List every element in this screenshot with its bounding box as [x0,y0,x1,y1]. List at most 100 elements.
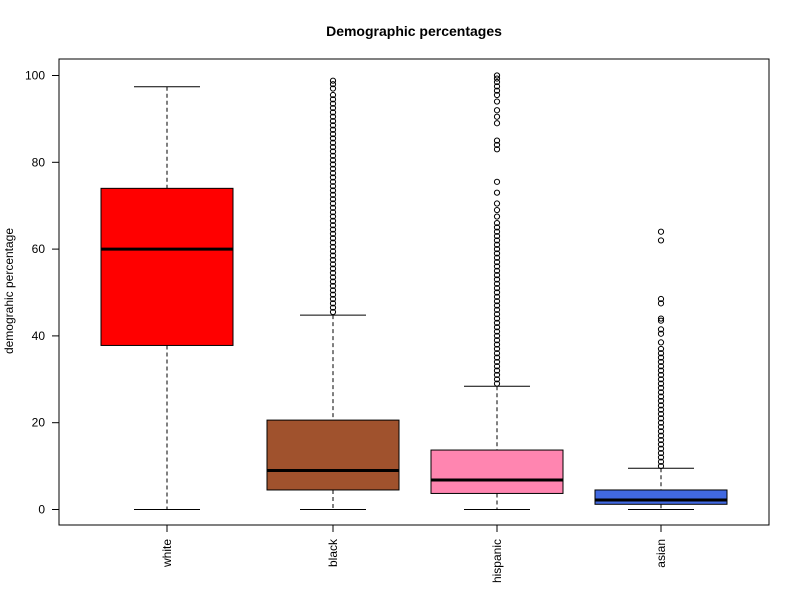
outlier-point [329,122,337,129]
y-tick-label: 0 [38,503,45,517]
y-tick-label: 40 [32,329,46,343]
x-tick-label: hispanic [490,539,504,583]
x-tick-label: white [160,539,174,568]
outlier-point [657,315,665,322]
outlier-point [329,165,337,172]
outlier-point [329,170,337,177]
outlier-point [493,250,501,257]
outlier-point [657,436,665,444]
outlier-point [493,267,501,274]
outlier-point [493,178,501,185]
outlier-point [493,371,501,379]
outlier-point [493,237,501,244]
outlier-point [657,371,665,379]
outlier-point [657,367,665,374]
box-asian [594,489,728,505]
outlier-point [329,269,337,277]
outlier-point [329,174,337,181]
outlier-point [493,91,501,99]
outlier-point [329,135,337,142]
box-hispanic [430,449,564,494]
outlier-point [493,254,501,261]
outlier-point [493,276,501,283]
outlier-point [493,280,501,287]
outlier-point [657,300,665,307]
outlier-point [329,274,337,281]
outlier-point [493,315,501,322]
outlier-point [657,441,665,448]
outlier-point [329,230,337,238]
outlier-point [493,232,501,240]
outlier-point [493,206,501,214]
outlier-point [329,239,337,246]
outlier-point [493,324,501,331]
outlier-point [657,415,665,422]
outlier-point [329,126,337,133]
outlier-point [493,113,501,120]
outlier-point [329,96,337,103]
outlier-point [657,423,665,431]
outlier-point [493,285,501,292]
outlier-point [493,337,501,344]
outlier-point [329,300,337,307]
outlier-point [329,196,337,203]
outlier-point [329,295,337,303]
outlier-point [329,183,337,190]
outlier-point [493,302,501,309]
outlier-point [493,107,501,114]
outlier-point [493,306,501,313]
outlier-point [493,219,501,227]
outlier-point [493,259,501,266]
outlier-point [329,252,337,259]
outlier-point [657,445,665,452]
outlier-point [329,200,337,207]
outlier-point [493,87,501,94]
outlier-point [657,432,665,439]
y-tick-label: 80 [32,155,46,169]
outlier-point [657,463,665,470]
outlier-point [493,263,501,270]
outlier-point [329,265,337,272]
outlier-point [493,72,501,79]
outlier-point [493,298,501,305]
outlier-point [657,295,665,303]
outlier-point [657,454,665,461]
outlier-point [657,376,665,383]
outlier-point [493,141,501,149]
outlier-point [493,83,501,90]
outlier-point [493,189,501,196]
outlier-point [493,345,501,353]
outlier-point [657,317,665,324]
outlier-point [657,363,665,370]
plot-frame [58,58,770,526]
outlier-point [329,217,337,224]
outlier-point [657,237,665,244]
outlier-point [657,228,665,235]
outlier-point [657,406,665,413]
outlier-point [493,98,501,105]
outlier-point [657,350,665,357]
outlier-point [329,81,337,88]
outlier-point [329,278,337,285]
outlier-point [493,213,501,220]
y-axis-label: demograhic percentage [2,228,16,354]
y-tick-label: 20 [32,416,46,430]
outlier-point [493,228,501,235]
outlier-point [493,272,501,279]
outlier-point [657,326,665,333]
outlier-point [329,256,337,264]
chart-title: Demographic percentages [326,23,502,39]
outlier-point [493,328,501,335]
outlier-point [329,282,337,290]
box-black [266,419,400,491]
outlier-point [657,389,665,396]
outlier-point [329,157,337,164]
outlier-point [493,319,501,326]
outlier-point [493,332,501,339]
outlier-point [657,358,665,366]
outlier-point [329,287,337,294]
outlier-point [657,384,665,392]
outlier-point [329,304,337,311]
outlier-point [493,224,501,231]
